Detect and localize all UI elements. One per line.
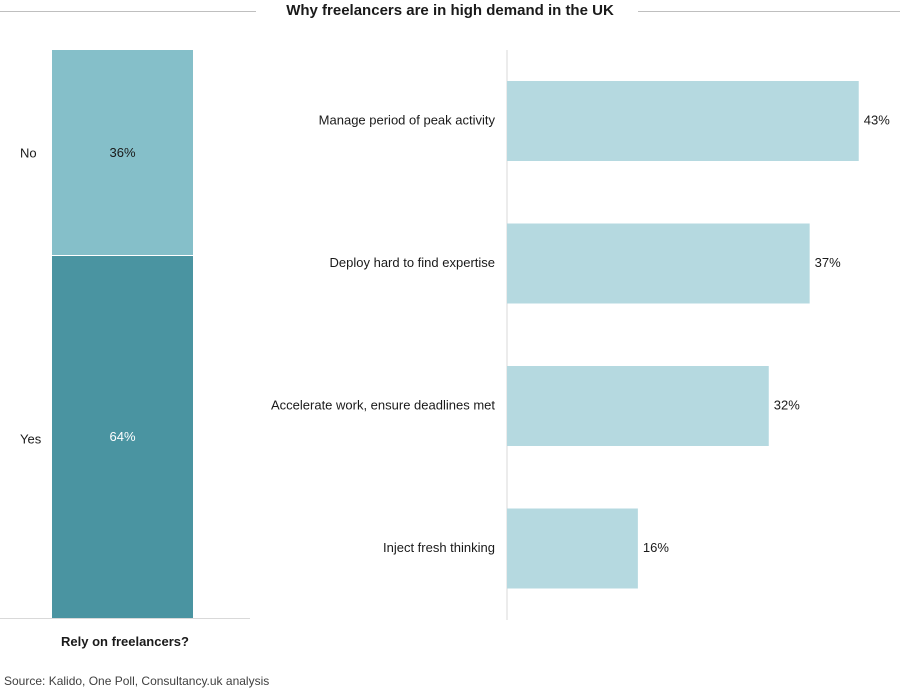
bar-category-label-0: Manage period of peak activity [319,112,496,127]
bar-category-label-1: Deploy hard to find expertise [330,255,495,270]
bar-value-label-2: 32% [774,397,800,412]
stack-x-axis [0,618,250,619]
title-rule-left [0,11,256,12]
stack-category-label-no: No [20,145,37,161]
stack-category-label-yes: Yes [20,431,42,447]
source-note: Source: Kalido, One Poll, Consultancy.uk… [4,674,270,688]
bar-value-label-1: 37% [815,255,841,270]
bar-3 [507,508,638,589]
bar-1 [507,223,810,304]
horizontal-bar-chart: Manage period of peak activity 43% Deploy … [271,50,890,620]
stack-segment-no: 36% [52,50,193,255]
title-rule-right [638,11,900,12]
bar-0 [507,81,859,161]
chart-title-wrap: Why freelancers are in high demand in th… [0,0,900,22]
bar-2 [507,366,769,446]
bar-category-label-3: Inject fresh thinking [383,540,495,555]
stack-segment-yes: 64% [52,255,193,618]
stack-divider [52,255,193,256]
stack-x-axis-label: Rely on freelancers? [61,634,189,649]
bar-value-label-3: 16% [643,540,669,555]
stack-value-label-no: 36% [109,145,136,160]
bar-value-label-0: 43% [864,112,890,127]
bar-category-label-2: Accelerate work, ensure deadlines met [271,397,495,412]
stack-value-label-yes: 64% [109,429,136,444]
chart-title: Why freelancers are in high demand in th… [274,2,626,19]
stacked-bar-chart: 36% 64% No Yes Rely on freelancers? [0,40,252,660]
